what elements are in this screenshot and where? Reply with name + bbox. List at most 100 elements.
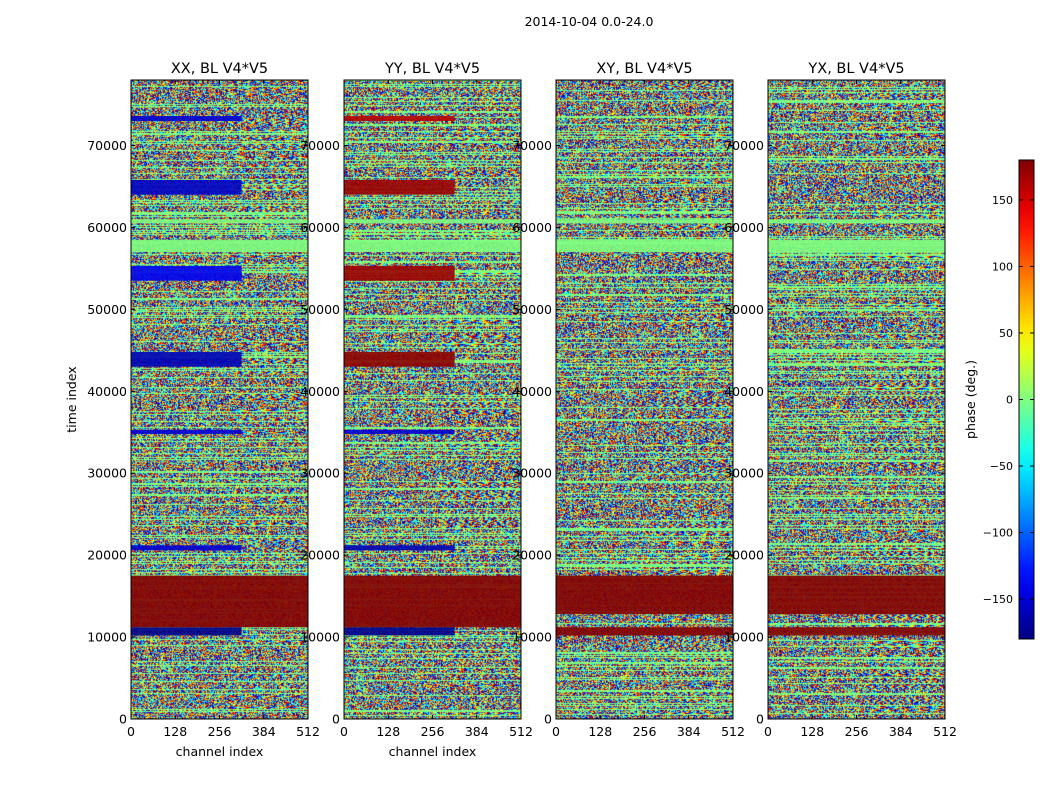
y-tick-label: 40000: [724, 384, 764, 399]
x-tick-label: 384: [889, 724, 913, 739]
y-tick-label: 0: [119, 712, 127, 727]
y-tick-label: 10000: [512, 630, 552, 645]
x-tick-label: 0: [127, 724, 135, 739]
feature-band-8: [344, 116, 455, 121]
x-tick-label: 512: [509, 724, 533, 739]
feature-band-3: [768, 239, 945, 253]
y-tick-label: 50000: [512, 302, 552, 317]
feature-band-9: [344, 239, 521, 253]
y-tick-label: 60000: [724, 220, 764, 235]
x-tick-label: 384: [252, 724, 276, 739]
x-tick-label: 256: [845, 724, 869, 739]
x-tick-label: 384: [465, 724, 489, 739]
colorbar-tick-label: 50: [999, 327, 1013, 340]
y-tick-label: 60000: [87, 220, 127, 235]
y-tick-label: 50000: [724, 302, 764, 317]
panel-title: YX, BL V4*V5: [807, 61, 904, 77]
y-tick-label: 0: [544, 712, 552, 727]
feature-band-7: [131, 179, 242, 195]
y-axis-label: time index: [64, 366, 79, 432]
panel-1: XX, BL V4*V5 0 128 256 384 512 0 10000 20000 3000…: [64, 61, 320, 759]
feature-band-3: [131, 545, 242, 551]
y-tick-label: 70000: [87, 138, 127, 153]
y-tick-label: 30000: [512, 466, 552, 481]
feature-band-2: [344, 575, 521, 628]
x-tick-label: 0: [552, 724, 560, 739]
y-tick-label: 60000: [300, 220, 340, 235]
figure-title: 2014-10-04 0.0-24.0: [525, 14, 654, 29]
feature-band-7: [344, 179, 455, 195]
y-tick-label: 10000: [87, 630, 127, 645]
panel-title: XY, BL V4*V5: [596, 61, 692, 77]
colorbar-tick-label: −50: [990, 460, 1013, 473]
feature-band-4: [556, 219, 733, 224]
y-tick-label: 10000: [300, 630, 340, 645]
feature-band-5: [131, 351, 242, 367]
colorbar-tick-label: −100: [983, 527, 1013, 540]
feature-band-6: [131, 265, 242, 281]
x-tick-label: 256: [208, 724, 232, 739]
y-tick-label: 20000: [724, 548, 764, 563]
y-tick-label: 30000: [87, 466, 127, 481]
panel-3: XY, BL V4*V5 0 128 256 384 512 0 10000 20000 3000…: [512, 61, 745, 739]
feature-bands: [344, 116, 521, 636]
x-tick-label: 256: [421, 724, 445, 739]
y-tick-label: 70000: [512, 138, 552, 153]
colorbar-tick-label: −150: [983, 593, 1013, 606]
feature-band-4: [768, 219, 945, 224]
feature-band-4: [131, 429, 242, 434]
x-tick-label: 0: [764, 724, 772, 739]
feature-band-6: [344, 265, 455, 281]
x-tick-label: 384: [677, 724, 701, 739]
colorbar: −150 −100 −50 0 50 100 150 phase (deg.): [963, 159, 1035, 640]
feature-band-10: [131, 219, 308, 224]
feature-band-9: [131, 239, 308, 253]
x-tick-label: 128: [800, 724, 824, 739]
x-tick-label: 128: [376, 724, 400, 739]
panels: XX, BL V4*V5 0 128 256 384 512 0 10000 20000 3000…: [64, 61, 957, 759]
panel-4: YX, BL V4*V5 0 128 256 384 512 0 10000 20000 3000…: [724, 61, 957, 739]
y-tick-label: 50000: [87, 302, 127, 317]
phase-field: [768, 80, 945, 719]
feature-band-2: [131, 575, 308, 628]
x-axis-label: channel index: [389, 744, 477, 759]
feature-band-8: [131, 116, 242, 121]
x-tick-label: 0: [340, 724, 348, 739]
y-tick-label: 70000: [724, 138, 764, 153]
feature-band-4: [344, 429, 455, 434]
y-tick-label: 40000: [87, 384, 127, 399]
feature-band-3: [344, 545, 455, 551]
panel-title: YY, BL V4*V5: [384, 61, 480, 77]
y-tick-label: 10000: [724, 630, 764, 645]
y-tick-label: 50000: [300, 302, 340, 317]
colorbar-label: phase (deg.): [963, 360, 978, 439]
feature-band-1: [131, 627, 242, 636]
feature-band-1: [344, 627, 455, 636]
y-tick-label: 40000: [512, 384, 552, 399]
feature-band-3: [556, 239, 733, 253]
y-tick-label: 0: [756, 712, 764, 727]
feature-band-5: [344, 351, 455, 367]
y-tick-label: 20000: [512, 548, 552, 563]
y-tick-label: 70000: [300, 138, 340, 153]
colorbar-tick-label: 150: [992, 194, 1013, 207]
feature-bands: [768, 219, 945, 636]
feature-band-2: [768, 575, 945, 615]
y-tick-label: 20000: [300, 548, 340, 563]
panel-title: XX, BL V4*V5: [171, 61, 268, 77]
x-tick-label: 128: [588, 724, 612, 739]
x-tick-label: 512: [721, 724, 745, 739]
feature-band-1: [556, 627, 733, 636]
y-tick-label: 20000: [87, 548, 127, 563]
feature-band-1: [768, 627, 945, 636]
feature-bands: [131, 116, 308, 636]
feature-band-2: [556, 575, 733, 615]
colorbar-tick-label: 0: [1006, 394, 1013, 407]
feature-bands: [556, 219, 733, 636]
y-tick-label: 30000: [724, 466, 764, 481]
x-tick-label: 512: [933, 724, 957, 739]
y-tick-label: 40000: [300, 384, 340, 399]
x-tick-label: 256: [633, 724, 657, 739]
x-tick-label: 128: [163, 724, 187, 739]
